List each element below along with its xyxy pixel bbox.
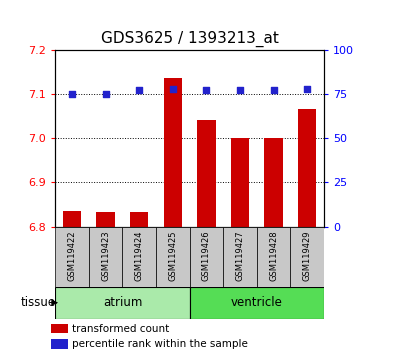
Text: ventricle: ventricle [231, 296, 283, 309]
Point [203, 87, 210, 93]
Text: tissue: tissue [21, 296, 56, 309]
Title: GDS3625 / 1393213_at: GDS3625 / 1393213_at [101, 30, 278, 47]
Bar [96, 212, 115, 227]
Bar [190, 227, 223, 287]
Bar [223, 227, 257, 287]
Bar [231, 138, 249, 227]
Text: GSM119429: GSM119429 [303, 230, 312, 281]
Bar [190, 287, 324, 319]
Bar [257, 227, 290, 287]
Point [237, 87, 243, 93]
Bar [156, 227, 190, 287]
Point [136, 87, 143, 93]
Bar [290, 227, 324, 287]
Point [170, 86, 176, 91]
Text: transformed count: transformed count [72, 324, 169, 333]
Bar [130, 212, 149, 227]
Text: atrium: atrium [103, 296, 142, 309]
Point [69, 91, 75, 97]
Text: percentile rank within the sample: percentile rank within the sample [72, 339, 248, 349]
Bar [89, 227, 122, 287]
Text: GSM119424: GSM119424 [135, 230, 144, 281]
Bar [55, 287, 190, 319]
Text: GSM119426: GSM119426 [202, 230, 211, 281]
Text: GSM119423: GSM119423 [101, 230, 110, 281]
Bar [55, 227, 89, 287]
Point [304, 86, 310, 91]
Bar [264, 138, 283, 227]
Text: GSM119425: GSM119425 [168, 230, 177, 281]
Bar [122, 227, 156, 287]
Point [103, 91, 109, 97]
Text: GSM119422: GSM119422 [68, 230, 77, 281]
Bar [51, 324, 68, 333]
Bar [164, 78, 182, 227]
Point [271, 87, 277, 93]
Text: GSM119428: GSM119428 [269, 230, 278, 281]
Bar [197, 120, 216, 227]
Text: GSM119427: GSM119427 [235, 230, 245, 281]
Bar [51, 339, 68, 349]
Bar [298, 109, 316, 227]
Bar [63, 211, 81, 227]
